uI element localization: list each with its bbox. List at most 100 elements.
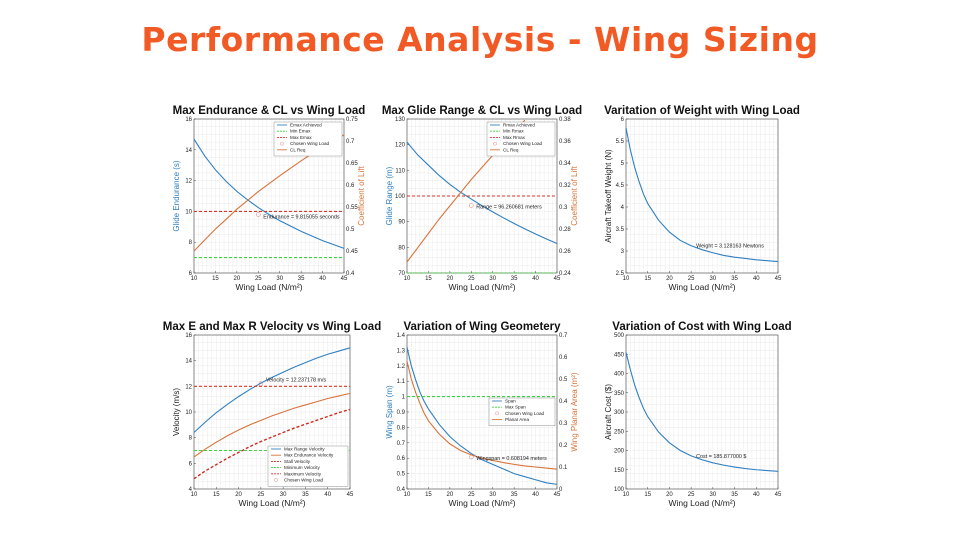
y2-axis-label: Wing Planar Area (m²) [570, 372, 579, 451]
legend-swatch [280, 141, 284, 146]
y2-tick-label: 0.2 [559, 443, 568, 449]
axes-box [625, 118, 779, 274]
y-tick-label: 110 [395, 168, 405, 174]
legend-label: Chosen Wing Load [503, 141, 543, 146]
x-tick-label: 40 [753, 276, 760, 282]
series-line-data [625, 352, 779, 472]
legend-box [267, 445, 349, 487]
x-tick-label: 20 [666, 276, 673, 282]
y-tick-label: 8 [189, 240, 193, 246]
x-tick-label: 10 [623, 276, 630, 282]
y-tick-label: 1.2 [397, 364, 406, 370]
legend-swatch [274, 478, 278, 482]
plot-title: Varitation of Weight with Wing Load [604, 105, 800, 117]
x-tick-label: 35 [731, 492, 738, 498]
y-tick-label: 3 [621, 249, 625, 255]
x-tick-label: 30 [489, 492, 496, 498]
y2-axis-label: Coefficient of Lift [357, 166, 366, 226]
plot-glide-range: Max Glide Range & CL vs Wing Load 10 15 20 2… [382, 105, 582, 292]
y-tick-label: 0.9 [397, 410, 406, 416]
annotation-label: Weight = 3.128163 Newtons [696, 243, 764, 249]
legend-label: Max Range Velocity [284, 447, 325, 452]
legend-label: Span [505, 399, 516, 404]
x-tick-label: 20 [447, 492, 454, 498]
x-tick-label: 35 [731, 276, 738, 282]
legend-label: Rmax Achieved [503, 123, 535, 128]
legend-label: Chosen Wing Load [290, 141, 330, 146]
x-tick-label: 15 [644, 492, 651, 498]
plot-cost: Variation of Cost with Wing Load 10 15 20 25… [604, 321, 792, 508]
x-tick-label: 45 [347, 492, 354, 498]
y-tick-label: 8 [189, 436, 193, 442]
y-tick-label: 70 [398, 271, 405, 277]
y2-tick-label: 0.7 [346, 139, 355, 145]
y-tick-label: 4 [189, 487, 193, 493]
y-tick-label: 90 [398, 220, 405, 226]
y-tick-label: 400 [614, 372, 625, 378]
x-axis-label: Wing Load (N/m²) [668, 282, 735, 292]
y-tick-label: 6 [189, 271, 193, 277]
x-tick-label: 25 [258, 492, 265, 498]
y2-tick-label: 0.24 [559, 271, 571, 277]
y-tick-label: 250 [614, 429, 625, 435]
y-axis-label: Glide Range (m) [385, 166, 394, 225]
x-tick-label: 20 [447, 276, 454, 282]
y2-tick-label: 0.55 [346, 205, 358, 211]
annotation-label: Cost = 185.877000 $ [696, 454, 746, 460]
y2-tick-label: 0.65 [346, 161, 358, 167]
x-tick-label: 30 [489, 276, 496, 282]
series-line-data [625, 127, 779, 263]
series-line-emax-achieved [193, 138, 345, 249]
y-tick-label: 12 [185, 384, 192, 390]
y2-tick-label: 0.32 [559, 183, 571, 189]
y-tick-label: 3.5 [616, 227, 625, 233]
legend-label: CL Req [290, 147, 306, 152]
x-axis-label: Wing Load (N/m²) [668, 498, 735, 508]
plot-title: Max Endurance & CL vs Wing Load [173, 105, 366, 117]
x-tick-label: 45 [775, 492, 782, 498]
plot-title: Max Glide Range & CL vs Wing Load [382, 105, 582, 117]
x-tick-label: 25 [468, 492, 475, 498]
plot-endurance: Max Endurance & CL vs Wing Load 10 15 20 25 3… [172, 105, 366, 292]
y-tick-label: 5.5 [616, 139, 625, 145]
y-tick-label: 2.5 [616, 271, 625, 277]
y2-tick-label: 0.6 [559, 355, 568, 361]
y2-tick-label: 0.3 [559, 205, 568, 211]
axes-box [193, 118, 345, 274]
legend-label: Min Rmax [503, 129, 524, 134]
x-tick-label: 10 [623, 492, 630, 498]
y-tick-label: 100 [614, 487, 625, 493]
series-line-stall-velocity [193, 408, 351, 480]
y2-tick-label: 0.5 [559, 377, 568, 383]
y2-tick-label: 0.3 [559, 421, 568, 427]
y2-tick-label: 0.26 [559, 249, 571, 255]
legend-label: Max Rmax [503, 135, 526, 140]
x-tick-label: 25 [688, 276, 695, 282]
y2-tick-label: 0 [559, 487, 563, 493]
x-tick-label: 40 [532, 492, 539, 498]
legend-label: CL Req [503, 147, 519, 152]
legend-label: Minimum Velocity [284, 465, 320, 470]
legend-label: Chosen Wing Load [505, 411, 545, 416]
y-axis-label: Velocity (m/s) [172, 388, 181, 436]
y-tick-label: 1.3 [397, 348, 406, 354]
y-tick-label: 1.1 [397, 379, 406, 385]
legend-label: Maximum Velocity [284, 471, 322, 476]
y-tick-label: 120 [395, 143, 406, 149]
x-tick-label: 40 [532, 276, 539, 282]
x-tick-label: 45 [554, 276, 561, 282]
y-tick-label: 10 [185, 209, 192, 215]
y-tick-label: 300 [614, 410, 625, 416]
x-tick-label: 10 [404, 492, 411, 498]
plot-weight: Varitation of Weight with Wing Load 10 15 2… [604, 105, 800, 292]
legend-label: Max Endurance Velocity [284, 453, 334, 458]
x-tick-label: 40 [319, 276, 326, 282]
y-tick-label: 0.6 [397, 456, 406, 462]
x-tick-label: 35 [511, 492, 518, 498]
x-tick-label: 10 [404, 276, 411, 282]
